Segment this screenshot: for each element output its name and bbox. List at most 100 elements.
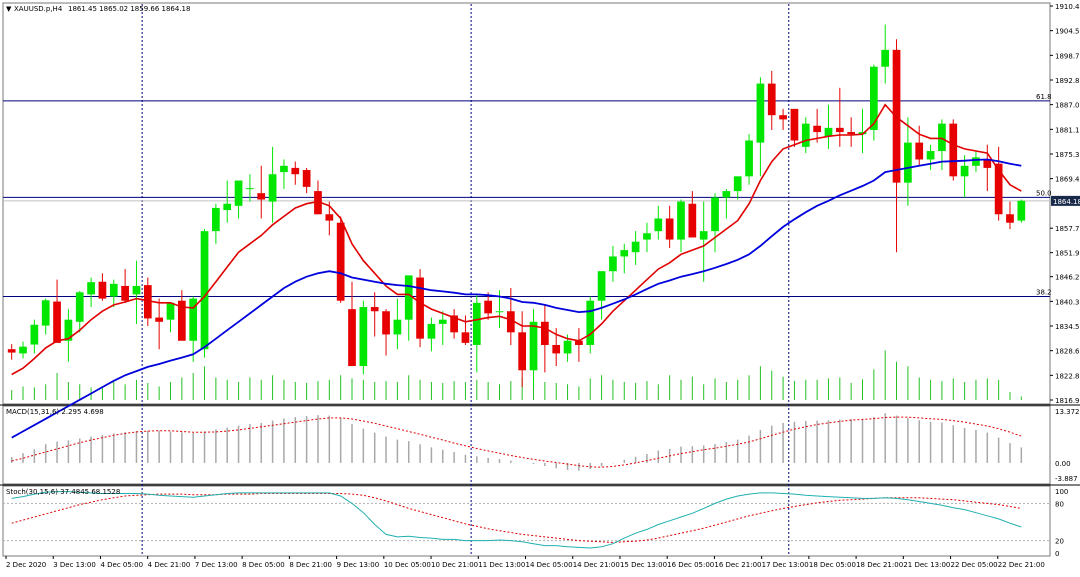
time-axis-label: 9 Dec 13:00 bbox=[337, 561, 380, 569]
candle-body bbox=[325, 214, 334, 221]
candle-body bbox=[847, 132, 856, 135]
time-axis-label: 14 Dec 05:00 bbox=[526, 561, 573, 569]
candle-body bbox=[291, 167, 300, 175]
macd-label: MACD(15,31,6) 2.295 4.698 bbox=[6, 408, 104, 416]
time-axis-label: 11 Dec 13:00 bbox=[478, 561, 525, 569]
candle-body bbox=[631, 241, 640, 253]
time-axis-label: 2 Dec 2020 bbox=[6, 561, 46, 569]
price-tick-label: 1887.00 bbox=[1055, 102, 1080, 110]
candle-body bbox=[382, 311, 390, 335]
macd-tick-label: 13.372 bbox=[1055, 408, 1080, 416]
price-tick-label: 1828.65 bbox=[1055, 348, 1080, 356]
stoch-main-line bbox=[11, 491, 1022, 549]
candle-body bbox=[733, 176, 742, 192]
candle-body bbox=[472, 302, 481, 345]
stoch-tick-label: 20 bbox=[1055, 538, 1064, 546]
time-axis-label: 10 Dec 21:00 bbox=[431, 561, 478, 569]
time-axis-label: 8 Dec 05:00 bbox=[242, 561, 285, 569]
candle-body bbox=[529, 321, 538, 371]
stoch-tick-label: 80 bbox=[1055, 500, 1064, 508]
candle-body bbox=[552, 344, 561, 354]
candle-body bbox=[699, 231, 708, 240]
candle-body bbox=[336, 222, 345, 301]
candle-body bbox=[1017, 200, 1026, 221]
candle-body bbox=[75, 292, 84, 322]
candle-body bbox=[461, 332, 470, 343]
candle-body bbox=[438, 319, 447, 324]
candle-body bbox=[960, 165, 969, 177]
time-axis-label: 16 Dec 21:00 bbox=[714, 561, 761, 569]
price-tick-label: 1840.35 bbox=[1055, 298, 1080, 306]
time-axis-label: 8 Dec 21:00 bbox=[289, 561, 332, 569]
candle-body bbox=[64, 319, 73, 341]
candle-body bbox=[983, 159, 992, 168]
macd-tick-label: 0.00 bbox=[1055, 460, 1071, 468]
candle-body bbox=[200, 231, 209, 350]
candle-body bbox=[518, 332, 527, 371]
ohlc-readout: 1861.45 1865.02 1859.66 1864.18 bbox=[68, 5, 190, 13]
candle-body bbox=[813, 125, 821, 133]
candle-body bbox=[1006, 214, 1014, 223]
candle-body bbox=[314, 191, 322, 215]
candle-body bbox=[677, 201, 685, 240]
candle-body bbox=[575, 340, 583, 345]
macd-panel-frame bbox=[2, 405, 1051, 485]
candle-body bbox=[904, 142, 912, 183]
candle-body bbox=[359, 307, 368, 367]
price-tick-label: 1834.50 bbox=[1055, 323, 1080, 331]
candle-body bbox=[869, 66, 878, 130]
candle-body bbox=[745, 140, 753, 177]
candle-body bbox=[246, 188, 254, 190]
candle-body bbox=[495, 311, 504, 313]
price-panel-frame bbox=[2, 2, 1051, 405]
price-tick-label: 1910.40 bbox=[1055, 3, 1080, 11]
stoch-tick-label: 100 bbox=[1055, 488, 1068, 496]
candle-body bbox=[824, 127, 833, 137]
current-price-tag bbox=[1051, 195, 1080, 206]
candle-body bbox=[779, 115, 787, 120]
time-axis-label: 7 Dec 13:00 bbox=[195, 561, 238, 569]
candle-body bbox=[166, 302, 175, 320]
triangle-down-icon[interactable]: ▼ bbox=[6, 5, 12, 13]
candle-body bbox=[19, 346, 27, 354]
candle-body bbox=[41, 300, 50, 326]
candle-body bbox=[370, 307, 379, 312]
time-axis-label: 18 Dec 21:00 bbox=[856, 561, 903, 569]
candle-body bbox=[87, 282, 95, 295]
candle-body bbox=[938, 123, 946, 152]
stoch-panel-frame bbox=[2, 485, 1051, 557]
price-tick-label: 1822.80 bbox=[1055, 372, 1080, 380]
price-tick-label: 1816.95 bbox=[1055, 397, 1080, 405]
candle-body bbox=[711, 197, 719, 232]
price-tick-label: 1904.55 bbox=[1055, 28, 1080, 36]
candle-body bbox=[881, 49, 890, 67]
candle-body bbox=[654, 218, 663, 232]
candle-body bbox=[643, 233, 651, 240]
fib-level-label: 61.8 bbox=[1036, 93, 1052, 101]
candle-body bbox=[994, 163, 1003, 215]
fib-level-label: 50.0 bbox=[1036, 189, 1052, 197]
stoch-tick-label: 0 bbox=[1055, 550, 1059, 558]
candle-body bbox=[450, 315, 458, 333]
time-axis-label: 16 Dec 05:00 bbox=[667, 561, 714, 569]
stoch-signal-line bbox=[11, 493, 1022, 544]
ema-slow-line bbox=[11, 158, 1022, 439]
candle-body bbox=[132, 285, 141, 295]
candle-body bbox=[404, 275, 413, 320]
time-axis-label: 3 Dec 13:00 bbox=[53, 561, 96, 569]
time-axis-label: 10 Dec 05:00 bbox=[384, 561, 431, 569]
candle-body bbox=[268, 174, 277, 202]
price-tick-label: 1857.70 bbox=[1055, 225, 1080, 233]
candle-body bbox=[98, 281, 107, 299]
price-tick-label: 1875.30 bbox=[1055, 151, 1080, 159]
candle-body bbox=[223, 203, 232, 211]
candle-body bbox=[620, 250, 629, 257]
time-axis-label: 21 Dec 13:00 bbox=[903, 561, 950, 569]
candle-body bbox=[393, 319, 402, 335]
candle-body bbox=[348, 309, 356, 367]
candle-body bbox=[609, 256, 617, 272]
time-axis-label: 4 Dec 21:00 bbox=[148, 561, 191, 569]
candle-body bbox=[7, 349, 16, 353]
